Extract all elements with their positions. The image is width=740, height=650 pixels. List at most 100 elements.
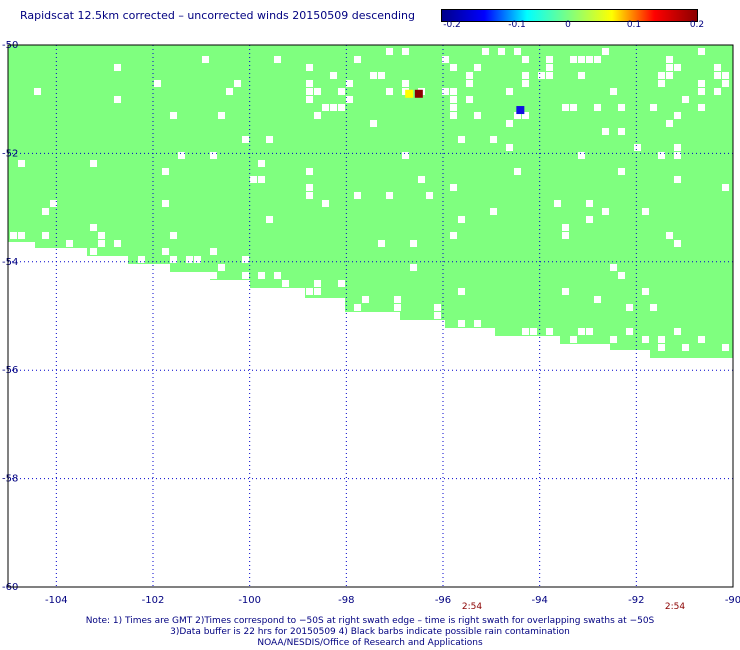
missing-cell: [354, 304, 361, 311]
missing-cell: [666, 56, 673, 63]
colorbar: [441, 9, 698, 22]
missing-cell: [410, 240, 417, 247]
missing-cell: [250, 176, 257, 183]
missing-cell: [434, 304, 441, 311]
missing-cell: [450, 112, 457, 119]
x-tick-label: -104: [45, 595, 68, 606]
missing-cell: [338, 88, 345, 95]
missing-cell: [394, 296, 401, 303]
missing-cell: [490, 136, 497, 143]
missing-cell: [674, 240, 681, 247]
missing-cell: [282, 280, 289, 287]
missing-cell: [306, 168, 313, 175]
note-line-3: NOAA/NESDIS/Office of Research and Appli…: [257, 638, 483, 648]
colorbar-label-min: -0.2: [443, 20, 461, 30]
missing-cell: [370, 120, 377, 127]
missing-cell: [570, 104, 577, 111]
missing-cell: [210, 272, 217, 279]
missing-cell: [714, 88, 721, 95]
missing-cell: [482, 48, 489, 55]
missing-cell: [650, 304, 657, 311]
missing-cell: [314, 112, 321, 119]
missing-cell: [578, 72, 585, 79]
missing-cell: [114, 96, 121, 103]
missing-cell: [306, 64, 313, 71]
missing-cell: [450, 104, 457, 111]
missing-cell: [258, 160, 265, 167]
colorbar-label-max: 0.2: [689, 20, 705, 30]
missing-cell: [506, 120, 513, 127]
missing-cell: [458, 288, 465, 295]
colorbar-label-zero: 0: [565, 20, 571, 30]
missing-cell: [626, 304, 633, 311]
missing-cell: [506, 144, 513, 151]
missing-cell: [306, 96, 313, 103]
missing-cell: [90, 248, 97, 255]
footnotes: Note: 1) Times are GMT 2)Times correspon…: [0, 616, 740, 649]
missing-cell: [394, 304, 401, 311]
missing-cell: [698, 104, 705, 111]
missing-cell: [570, 336, 577, 343]
missing-cell: [714, 64, 721, 71]
missing-cell: [354, 192, 361, 199]
missing-cell: [522, 80, 529, 87]
colorbar-label-pos: 0.1: [626, 20, 642, 30]
missing-cell: [42, 232, 49, 239]
missing-cell: [610, 264, 617, 271]
y-tick-label: -52: [2, 148, 18, 159]
missing-cell: [578, 56, 585, 63]
missing-cell: [402, 152, 409, 159]
missing-cell: [474, 320, 481, 327]
missing-cell: [610, 336, 617, 343]
colorbar-label-neg: -0.1: [508, 20, 526, 30]
missing-cell: [642, 336, 649, 343]
axis-tick-labels: -104 -102 -100 -98 -96 -94 -92 -90-50-52-54-56-…: [2, 40, 740, 612]
missing-cell: [306, 184, 313, 191]
missing-cell: [450, 64, 457, 71]
missing-cell: [322, 200, 329, 207]
missing-cell: [594, 104, 601, 111]
missing-cell: [674, 328, 681, 335]
missing-cell: [258, 272, 265, 279]
missing-cell: [498, 48, 505, 55]
missing-cell: [666, 72, 673, 79]
missing-cell: [162, 248, 169, 255]
y-tick-label: -56: [2, 365, 18, 376]
missing-cell: [90, 224, 97, 231]
note-line-2: 3)Data buffer is 22 hrs for 20150509 4) …: [170, 627, 570, 637]
x-tick-label: -98: [338, 595, 354, 606]
missing-cell: [242, 272, 249, 279]
missing-cell: [330, 104, 337, 111]
missing-cell: [610, 88, 617, 95]
missing-cell: [338, 104, 345, 111]
missing-cell: [242, 256, 249, 263]
missing-cell: [90, 160, 97, 167]
x-tick-label: -100: [238, 595, 261, 606]
missing-cell: [226, 88, 233, 95]
missing-cell: [490, 208, 497, 215]
highlight-cell: [516, 106, 525, 115]
swath-fill: [8, 45, 733, 358]
missing-cell: [18, 160, 25, 167]
missing-cell: [546, 72, 553, 79]
missing-cell: [386, 192, 393, 199]
missing-cell: [658, 80, 665, 87]
missing-cell: [322, 104, 329, 111]
missing-cell: [306, 288, 313, 295]
missing-cell: [194, 256, 201, 263]
missing-cell: [338, 280, 345, 287]
missing-cell: [674, 64, 681, 71]
missing-cell: [170, 112, 177, 119]
missing-cell: [578, 152, 585, 159]
missing-cell: [18, 232, 25, 239]
missing-cell: [722, 80, 729, 87]
missing-cell: [330, 72, 337, 79]
highlight-cell: [405, 89, 414, 98]
missing-cell: [682, 344, 689, 351]
missing-cell: [50, 200, 57, 207]
missing-cell: [642, 288, 649, 295]
missing-cell: [698, 48, 705, 55]
missing-cell: [522, 56, 529, 63]
missing-cell: [458, 136, 465, 143]
